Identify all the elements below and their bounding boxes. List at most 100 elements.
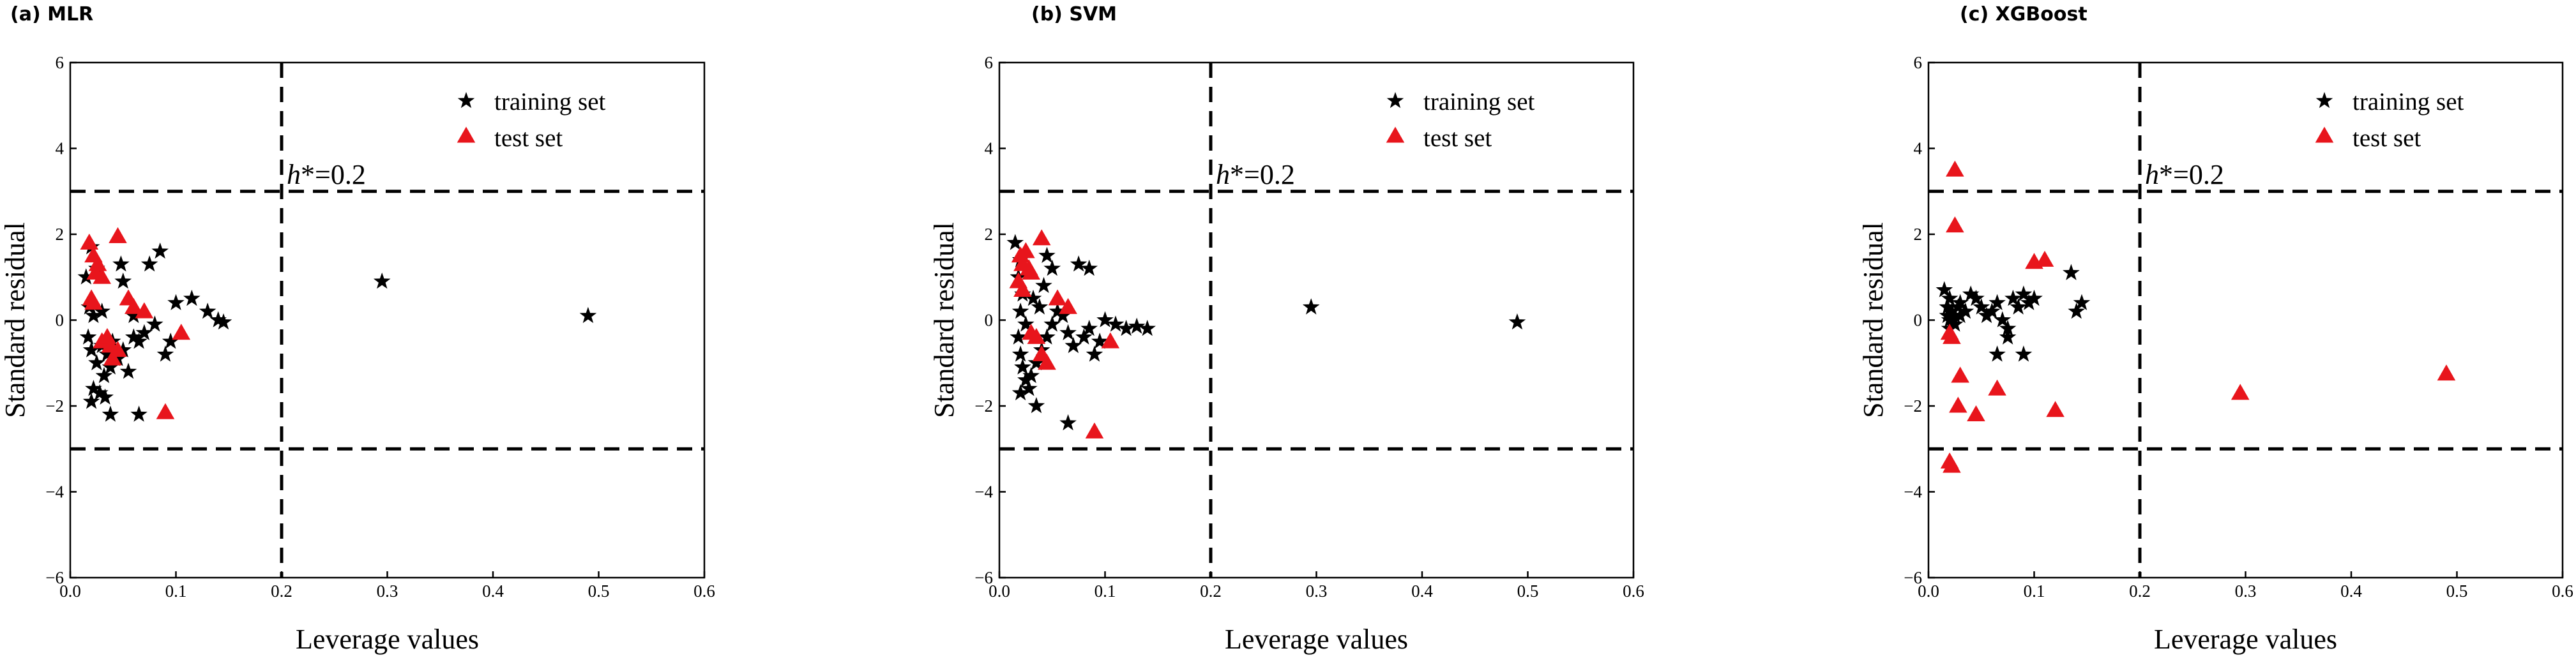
test-point — [1943, 327, 1961, 344]
axis-ticks — [69, 61, 706, 579]
training-point — [1017, 371, 1034, 387]
test-point — [93, 267, 111, 284]
y-tick-label: 0 — [56, 311, 64, 330]
test-point — [1101, 332, 1120, 349]
training-point — [1128, 317, 1146, 334]
axis-ticks — [1927, 61, 2564, 579]
legend-star-icon — [457, 92, 475, 109]
h-star-text: *=0.2 — [301, 159, 366, 190]
training-point — [112, 255, 130, 272]
x-tick-label: 0.4 — [2340, 581, 2362, 601]
legend-label-training: training set — [494, 88, 606, 116]
x-tick-label: 0.0 — [989, 581, 1010, 601]
test-point — [1951, 366, 1969, 383]
x-tick-label: 0.6 — [1623, 581, 1644, 601]
test-point — [2046, 401, 2065, 417]
x-tick-label: 0.2 — [1200, 581, 1222, 601]
training-point — [2068, 303, 2085, 319]
training-point — [1027, 397, 1045, 414]
y-tick-label: 2 — [56, 225, 64, 244]
training-point — [1946, 315, 1964, 332]
data-points — [77, 227, 597, 422]
y-tick-label: −6 — [974, 568, 993, 587]
training-point — [1080, 259, 1098, 276]
training-point — [130, 405, 148, 422]
legend-label-test: test set — [1423, 124, 1492, 152]
legend-triangle-icon — [1386, 126, 1405, 143]
training-point — [1508, 313, 1526, 330]
y-tick-label: 0 — [985, 311, 994, 330]
training-point — [114, 273, 132, 289]
h-star-var: h — [2145, 159, 2159, 190]
training-point — [1086, 345, 1103, 362]
training-point — [96, 388, 114, 405]
panel-mlr: (a) MLR 0.0 0.1 0.2 0.3 0.4 0.5 0.6 6 4 … — [0, 3, 715, 655]
training-point — [1096, 311, 1114, 327]
y-tick-label: −2 — [45, 396, 64, 416]
training-point — [156, 345, 174, 362]
training-point — [162, 333, 179, 349]
test-point — [1038, 354, 1056, 370]
legend-star-icon — [1386, 92, 1404, 109]
legend-star-icon — [2315, 92, 2333, 109]
panel-xgboost: (c) XGBoost 0.0 0.1 0.2 0.3 0.4 0.5 0.6 … — [1858, 3, 2573, 655]
training-point — [1017, 315, 1034, 332]
y-tick-label: 4 — [1914, 139, 1923, 158]
training-point — [1967, 289, 1985, 306]
test-point — [2437, 364, 2456, 381]
training-point — [1941, 289, 1959, 306]
plot-frame — [998, 61, 1635, 579]
training-point — [2073, 294, 2091, 310]
training-point — [1043, 259, 1061, 276]
training-point — [183, 289, 201, 306]
y-tick-labels: 6 4 2 0 −2 −4 −6 — [1904, 53, 1922, 587]
y-tick-label: −4 — [1904, 483, 1922, 502]
training-point — [1951, 294, 1969, 310]
legend-label-training: training set — [2352, 88, 2464, 116]
test-point — [1032, 229, 1051, 246]
training-point — [93, 303, 110, 319]
training-point — [1957, 303, 1974, 319]
training-point — [140, 255, 158, 272]
training-point — [151, 242, 169, 259]
training-point — [167, 294, 185, 310]
training-point — [1011, 345, 1029, 362]
training-point — [1014, 358, 1031, 375]
test-point — [80, 233, 99, 250]
legend: training set test set — [1386, 88, 1535, 152]
x-tick-label: 0.1 — [1095, 581, 1116, 601]
test-point — [1946, 160, 1964, 177]
training-point — [1989, 345, 2006, 362]
training-point — [135, 324, 153, 340]
h-star-annotation: h*=0.2 — [1216, 159, 1295, 190]
x-tick-label: 0.5 — [2446, 581, 2468, 601]
training-point — [1302, 298, 1320, 315]
training-point — [1064, 336, 1082, 354]
training-point — [1035, 276, 1052, 293]
legend-label-test: test set — [2352, 124, 2421, 152]
training-point — [1038, 246, 1056, 263]
plot-frame — [1927, 61, 2564, 579]
training-point — [1059, 414, 1077, 431]
panel-title: (b) SVM — [1031, 3, 1117, 26]
y-tick-labels: 6 4 2 0 −2 −4 −6 — [974, 53, 993, 587]
training-point — [102, 358, 119, 375]
training-point — [1973, 298, 1990, 315]
x-tick-label: 0.5 — [1517, 581, 1539, 601]
y-tick-label: 2 — [985, 225, 994, 244]
h-star-annotation: h*=0.2 — [287, 159, 366, 190]
training-point — [1118, 320, 1135, 336]
test-point — [88, 255, 107, 271]
training-point — [1983, 303, 2001, 319]
training-point — [125, 328, 142, 345]
h-star-var: h — [287, 159, 301, 190]
training-point — [146, 315, 163, 332]
legend: training set test set — [457, 88, 606, 152]
legend-label-test: test set — [494, 124, 563, 152]
x-tick-label: 0.0 — [1918, 581, 1939, 601]
training-point — [98, 345, 116, 362]
test-point — [84, 294, 103, 310]
test-point — [1988, 379, 2006, 396]
y-tick-label: −6 — [1904, 568, 1922, 587]
training-point — [199, 303, 216, 319]
